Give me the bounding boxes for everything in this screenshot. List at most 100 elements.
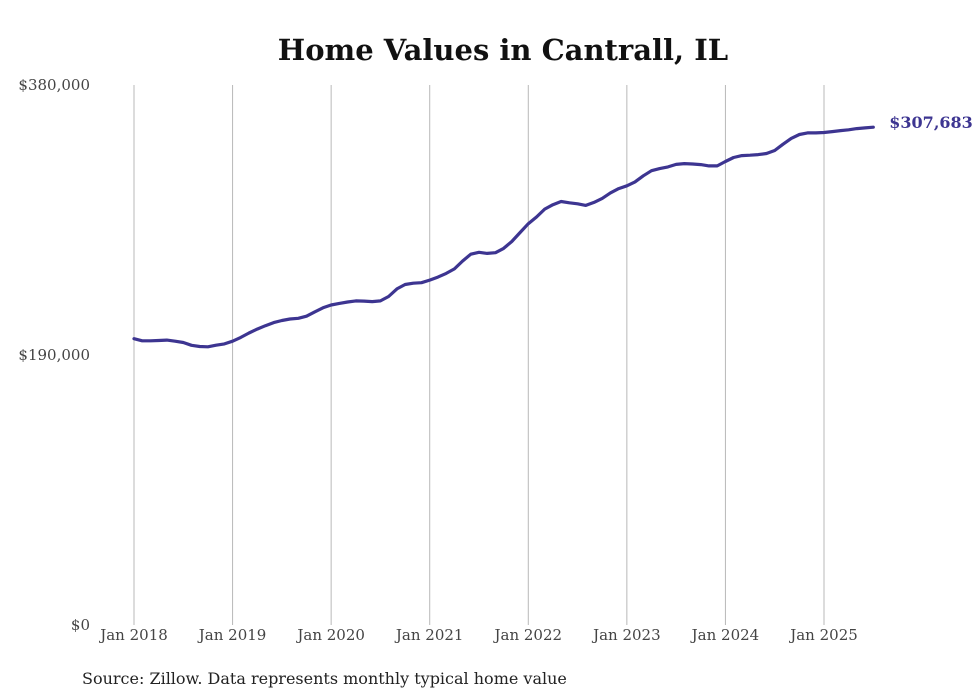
y-tick-label: $190,000: [18, 346, 90, 364]
data-point: [674, 163, 678, 166]
x-tick-label: Jan 2020: [295, 626, 365, 644]
data-point: [206, 345, 210, 348]
data-point: [288, 317, 292, 321]
data-point: [773, 149, 776, 152]
data-point: [239, 336, 242, 339]
end-value-label: $307,683: [889, 113, 973, 132]
data-point: [806, 131, 809, 135]
data-point: [313, 310, 316, 314]
chart-title: Home Values in Cantrall, IL: [278, 33, 728, 67]
x-axis-tick-labels: Jan 2018 Jan 2019 Jan 2020 Jan 2021 Jan 2022…: [98, 626, 858, 644]
data-point: [280, 319, 284, 322]
data-point: [584, 204, 587, 207]
data-point: [132, 337, 136, 340]
data-point: [198, 345, 201, 348]
y-axis-tick-labels: $0 $190,000 $380,000: [18, 76, 90, 634]
data-point: [863, 126, 867, 130]
y-tick-label: $380,000: [18, 76, 90, 94]
data-point: [469, 253, 473, 256]
series-line: [132, 125, 875, 349]
source-note: Source: Zillow. Data represents monthly …: [82, 669, 567, 688]
data-point: [165, 338, 169, 342]
data-point: [617, 187, 620, 190]
data-point: [707, 164, 711, 168]
data-point: [379, 299, 382, 303]
data-point: [822, 131, 826, 134]
x-tick-label: Jan 2022: [493, 626, 563, 644]
data-point: [872, 126, 875, 129]
data-point: [724, 160, 727, 163]
data-point: [395, 287, 399, 291]
data-point: [485, 252, 489, 255]
data-point: [297, 317, 300, 320]
data-point: [444, 272, 448, 275]
data-point: [502, 247, 505, 250]
series-group: $307,683: [132, 113, 973, 349]
data-point: [428, 278, 431, 282]
data-point: [256, 327, 259, 331]
data-point: [436, 275, 440, 279]
data-point: [765, 152, 768, 155]
data-point: [633, 180, 637, 184]
gridlines: [133, 85, 825, 625]
data-point: [732, 156, 735, 159]
data-point: [847, 128, 850, 131]
x-tick-label: Jan 2025: [788, 626, 858, 644]
data-point: [157, 339, 160, 342]
data-point: [699, 163, 702, 166]
data-point: [477, 251, 481, 254]
x-tick-label: Jan 2018: [98, 626, 168, 644]
data-point: [321, 306, 325, 310]
data-point: [543, 207, 546, 211]
data-point: [691, 162, 694, 166]
data-point: [748, 154, 752, 157]
data-point: [798, 133, 801, 136]
data-point: [182, 341, 185, 344]
data-point: [625, 184, 629, 187]
data-point: [354, 299, 357, 303]
data-point: [453, 267, 456, 271]
data-point: [789, 137, 793, 140]
y-tick-label: $0: [71, 616, 90, 634]
data-point: [757, 153, 760, 156]
data-point: [140, 339, 144, 342]
data-point: [855, 127, 859, 130]
data-point: [371, 300, 374, 303]
data-point: [247, 331, 251, 335]
data-point: [716, 164, 719, 168]
data-point: [642, 174, 645, 178]
data-point: [592, 201, 596, 204]
data-point: [190, 344, 193, 347]
data-point: [839, 129, 842, 132]
data-point: [346, 300, 349, 304]
data-point: [650, 169, 653, 172]
data-point: [601, 197, 604, 200]
data-point: [830, 130, 834, 133]
data-point: [214, 343, 218, 347]
x-tick-label: Jan 2024: [690, 626, 760, 644]
data-point: [535, 215, 538, 219]
data-point: [527, 222, 530, 225]
data-point: [412, 282, 415, 285]
x-tick-label: Jan 2023: [591, 626, 661, 644]
data-point: [814, 131, 818, 135]
data-point: [264, 324, 267, 327]
data-point: [420, 281, 423, 284]
data-point: [461, 259, 464, 263]
x-tick-label: Jan 2019: [197, 626, 267, 644]
data-point: [149, 339, 152, 342]
data-point: [387, 295, 390, 298]
data-point: [494, 251, 497, 254]
data-point: [781, 143, 785, 146]
data-point: [576, 202, 579, 205]
data-point: [362, 299, 366, 303]
data-point: [559, 200, 563, 203]
data-point: [609, 191, 612, 195]
data-point: [658, 167, 661, 170]
data-point: [338, 302, 341, 305]
x-tick-label: Jan 2021: [394, 626, 464, 644]
data-point: [740, 154, 744, 157]
data-point: [329, 303, 333, 307]
data-point: [231, 340, 234, 343]
